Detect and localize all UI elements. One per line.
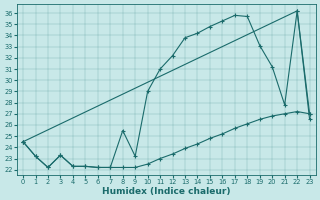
X-axis label: Humidex (Indice chaleur): Humidex (Indice chaleur): [102, 187, 231, 196]
